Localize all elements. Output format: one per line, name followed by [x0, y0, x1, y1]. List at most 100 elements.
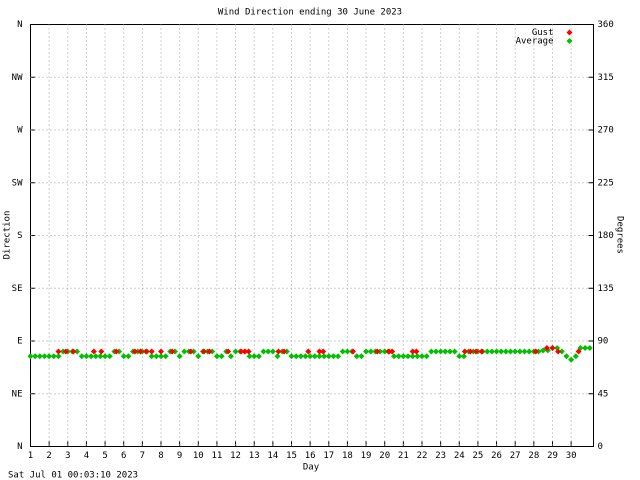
- data-point: [389, 348, 396, 355]
- data-point: [311, 353, 318, 360]
- data-point: [405, 353, 412, 360]
- data-point: [456, 353, 463, 360]
- y2-tick-label: 225: [598, 178, 614, 188]
- data-point: [70, 348, 77, 355]
- data-point: [488, 348, 495, 355]
- data-point: [409, 348, 416, 355]
- data-point: [297, 353, 304, 360]
- data-point: [498, 348, 505, 355]
- x-tick-label: 23: [435, 451, 446, 461]
- data-point: [446, 348, 453, 355]
- x-tick-label: 17: [323, 451, 334, 461]
- data-point: [526, 348, 533, 355]
- data-point: [225, 348, 232, 355]
- data-point: [137, 348, 144, 355]
- x-tick-label: 8: [158, 451, 163, 461]
- data-point: [265, 348, 272, 355]
- data-point: [330, 353, 337, 360]
- x-tick-label: 19: [361, 451, 372, 461]
- y-axis-label: Direction: [3, 211, 13, 260]
- data-point: [181, 348, 188, 355]
- data-point: [213, 353, 220, 360]
- y2-tick-label: 360: [598, 20, 614, 30]
- x-axis-label: Day: [303, 463, 320, 473]
- data-point: [27, 353, 34, 360]
- y2-tick-label: 270: [598, 126, 614, 136]
- data-point: [157, 353, 164, 360]
- data-point: [316, 348, 323, 355]
- data-point: [451, 348, 458, 355]
- data-point: [274, 353, 281, 360]
- x-tick-label: 22: [417, 451, 428, 461]
- data-point: [339, 348, 346, 355]
- data-point: [549, 345, 556, 352]
- data-point: [157, 348, 164, 355]
- x-tick-label: 5: [102, 451, 107, 461]
- x-tick-label: 24: [454, 451, 465, 461]
- x-tick-label: 2: [46, 451, 51, 461]
- data-point: [391, 353, 398, 360]
- data-point: [400, 353, 407, 360]
- y2-tick-label: 135: [598, 284, 614, 294]
- x-tick-label: 30: [566, 451, 577, 461]
- x-tick-label: 9: [177, 451, 182, 461]
- x-tick-label: 26: [491, 451, 502, 461]
- data-point: [385, 348, 392, 355]
- data-point: [363, 348, 370, 355]
- data-point: [41, 353, 48, 360]
- legend-marker: [566, 38, 573, 44]
- data-point: [169, 348, 176, 355]
- data-point: [251, 353, 258, 360]
- x-tick-label: 28: [528, 451, 539, 461]
- data-point: [55, 348, 62, 355]
- x-tick-label: 16: [305, 451, 316, 461]
- x-tick-label: 29: [547, 451, 558, 461]
- data-point: [98, 348, 105, 355]
- data-point: [92, 353, 99, 360]
- data-point: [232, 348, 239, 355]
- data-point: [409, 353, 416, 360]
- x-tick-label: 20: [379, 451, 390, 461]
- data-point: [62, 348, 69, 355]
- legend-label: Gust: [532, 28, 554, 38]
- data-point: [582, 345, 589, 352]
- data-point: [316, 353, 323, 360]
- data-point: [176, 353, 183, 360]
- data-point: [460, 353, 467, 360]
- x-tick-label: 25: [472, 451, 483, 461]
- data-point: [305, 348, 312, 355]
- data-point: [288, 353, 295, 360]
- data-point: [148, 353, 155, 360]
- data-point: [246, 353, 253, 360]
- data-point: [586, 345, 593, 352]
- data-point: [432, 348, 439, 355]
- data-point: [532, 348, 539, 355]
- data-point: [367, 348, 374, 355]
- y2-tick-label: 180: [598, 231, 614, 241]
- x-tick-label: 7: [140, 451, 145, 461]
- y-tick-label: E: [17, 337, 22, 347]
- data-point: [507, 348, 514, 355]
- data-point: [423, 353, 430, 360]
- y-tick-label: NW: [12, 73, 23, 83]
- x-tick-label: 13: [249, 451, 260, 461]
- footer-timestamp: Sat Jul 01 00:03:10 2023: [8, 471, 138, 480]
- data-point: [200, 348, 207, 355]
- data-point: [255, 353, 262, 360]
- x-tick-label: 27: [510, 451, 521, 461]
- x-tick-label: 6: [121, 451, 126, 461]
- data-point: [418, 353, 425, 360]
- data-point: [88, 353, 95, 360]
- legend-marker: [566, 29, 573, 36]
- data-point: [36, 353, 43, 360]
- data-point: [148, 348, 155, 355]
- data-point: [83, 353, 90, 360]
- x-tick-label: 14: [267, 451, 278, 461]
- data-point: [461, 348, 468, 355]
- y-tick-label: S: [17, 231, 22, 241]
- data-point: [32, 353, 39, 360]
- y-tick-label: N: [17, 20, 22, 30]
- data-point: [395, 353, 402, 360]
- data-point: [187, 348, 194, 355]
- data-point: [555, 348, 562, 355]
